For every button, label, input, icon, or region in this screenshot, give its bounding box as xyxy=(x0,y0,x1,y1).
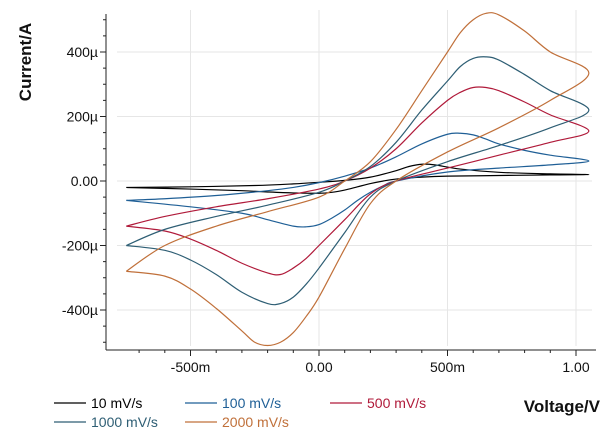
series-line-1 xyxy=(126,163,590,194)
series-line-4 xyxy=(126,56,590,306)
x-tick-label: -500m xyxy=(171,359,211,375)
legend-label: 100 mV/s xyxy=(222,395,281,411)
x-tick-label: 500m xyxy=(430,359,465,375)
legend-item: 500 mV/s xyxy=(330,395,426,411)
legend-item: 2000 mV/s xyxy=(185,414,289,430)
y-tick-labels: 400µ 200µ 0.00 -200µ -400µ xyxy=(62,44,98,318)
y-tick-label: 0.00 xyxy=(71,173,98,189)
legend-item: 10 mV/s xyxy=(54,395,142,411)
series-line-2 xyxy=(126,132,590,228)
grid-lines xyxy=(117,10,592,346)
x-tick-label: 0.00 xyxy=(305,359,332,375)
legend-label: 1000 mV/s xyxy=(91,414,158,430)
y-tick-label: 400µ xyxy=(67,44,98,60)
legend-label: 500 mV/s xyxy=(367,395,426,411)
series-lines xyxy=(125,12,590,347)
y-tick-label: -200µ xyxy=(62,238,98,254)
legend-label: 10 mV/s xyxy=(91,395,142,411)
legend-label: 2000 mV/s xyxy=(222,414,289,430)
legend-item: 100 mV/s xyxy=(185,395,281,411)
y-tick-label: -400µ xyxy=(62,302,98,318)
x-tick-labels: -500m 0.00 500m 1.00 xyxy=(171,359,590,375)
y-axis-title: Current/A xyxy=(16,23,35,101)
legend: 10 mV/s 100 mV/s 500 mV/s 1000 mV/s 2000 mV/… xyxy=(54,395,426,430)
y-tick-label: 200µ xyxy=(67,109,98,125)
axes xyxy=(105,14,596,351)
series-line-5 xyxy=(125,12,590,347)
tick-marks xyxy=(100,19,577,356)
legend-item: 1000 mV/s xyxy=(54,414,158,430)
x-tick-label: 1.00 xyxy=(562,359,589,375)
x-axis-title: Voltage/V xyxy=(524,397,601,416)
